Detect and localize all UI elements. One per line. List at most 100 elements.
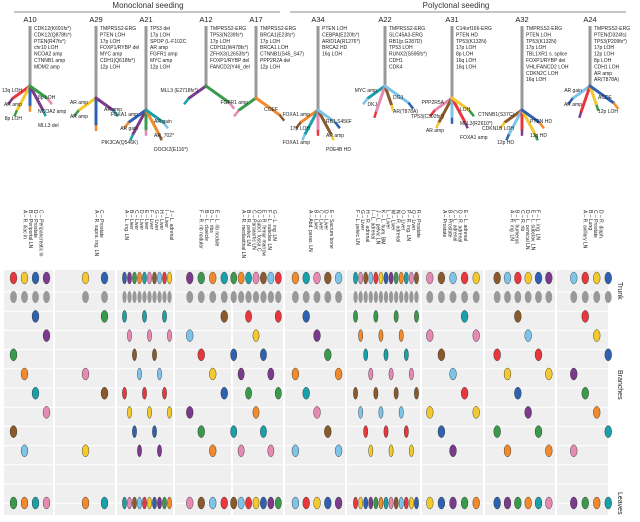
cell-branch [127, 329, 132, 342]
sample-label: F – R. rib nodular [198, 210, 204, 249]
branch-mutation: CDKN1B LOH [482, 126, 514, 132]
trunk-mutation: 17p LOH [594, 45, 614, 51]
cell-trunk [383, 291, 389, 303]
leaf-segment [329, 133, 335, 141]
leaf-segment [505, 133, 511, 141]
cell-leaf [353, 496, 358, 510]
patient-id-a10: A10 [23, 15, 36, 24]
cell-branch [545, 367, 553, 381]
leaf-segment [157, 133, 163, 141]
trunk-mutation: BRCA1 LOH [260, 45, 289, 51]
trunk-mutation: MYC amp [100, 52, 122, 58]
cell-multicolor [291, 271, 300, 285]
cell-branch [461, 387, 469, 400]
sample-label: D – L. ribs [208, 210, 214, 233]
cell-branch [514, 387, 522, 400]
branch-mutation: AR gain [120, 126, 138, 132]
branch-mutation: FGFR1 amp [220, 100, 248, 106]
trunk-mutation: PTEN LOH [322, 26, 347, 32]
cell-leaf [142, 496, 147, 510]
cell-trunk [313, 291, 321, 303]
cell-leaf [31, 496, 40, 510]
cell-multicolor [545, 271, 553, 285]
trunk-mutation: SLC45A3-ERG [389, 32, 423, 38]
cell-multicolor [534, 271, 543, 285]
cell-trunk [230, 291, 237, 303]
cell-leaf [398, 496, 404, 510]
cell-branch [252, 406, 260, 419]
cell-branch [267, 444, 275, 457]
cell-branch [152, 348, 157, 361]
cell-branch [9, 425, 18, 438]
trunk-mutation: 16q LOH [322, 52, 342, 58]
branch-mutation: AR amp [70, 114, 88, 120]
cell-branch [409, 367, 414, 381]
cell-branch [197, 425, 205, 438]
branch-mutation: DKJ [368, 102, 378, 108]
cell-branch [514, 310, 522, 323]
leaf-segment [595, 104, 600, 112]
branch-segment [187, 84, 208, 100]
cell-multicolor [409, 271, 414, 285]
leaf-segment [112, 109, 119, 118]
branch-segment [127, 108, 148, 124]
cell-branch [335, 367, 343, 381]
branch-mutation: CTNNB1(S37C) [478, 112, 514, 118]
sample-label: B – L. clavicle [203, 210, 209, 241]
cell-leaf [302, 496, 310, 510]
cell-multicolor [358, 271, 363, 285]
cell-branch [534, 348, 543, 361]
cell-multicolor [313, 271, 321, 285]
cell-multicolor [220, 271, 228, 285]
cell-branch [157, 367, 162, 381]
cell-branch [472, 329, 480, 342]
branch-segment [366, 84, 387, 100]
cell-branch [42, 406, 51, 419]
cell-multicolor [581, 271, 589, 285]
sample-label: G – Liver [359, 210, 365, 231]
sample-label: C – Peripancreatic ln [37, 210, 43, 257]
cell-leaf [403, 496, 409, 510]
cell-leaf [260, 496, 267, 510]
branch-mutation: PPP2R5A [421, 100, 444, 106]
trunk-mutation: MYC amp [150, 58, 172, 64]
cell-multicolor [252, 271, 260, 285]
cell-multicolor [383, 271, 389, 285]
cell-trunk [514, 291, 522, 303]
sample-label: E – Liver [143, 210, 149, 230]
cell-branch [593, 406, 601, 419]
branch-mutation: MYC amp [355, 88, 377, 94]
trunk-mutation: TMPRSS2-ERG [594, 26, 630, 32]
trunk-mutation: 12p LOH [260, 64, 280, 70]
cell-trunk [21, 291, 28, 303]
leaf-segment [278, 114, 286, 122]
sample-label: A – Abd. paras. LN [307, 210, 313, 252]
branch-segment [28, 84, 49, 100]
cell-leaf [127, 496, 132, 510]
cell-leaf [373, 496, 379, 510]
cell-trunk [275, 291, 282, 303]
branch-mutation: 17p LOH [290, 126, 310, 132]
cell-branch [373, 310, 379, 323]
cell-leaf [291, 496, 300, 510]
branch-mutation: RB1 S456F [326, 119, 352, 125]
branch-segment [383, 84, 394, 107]
cell-multicolor [302, 271, 310, 285]
trunk-mutation: FANCD2(Y46_del [210, 64, 250, 70]
cell-multicolor [245, 271, 252, 285]
cell-leaf [147, 496, 152, 510]
branch-segment [571, 84, 592, 100]
cell-trunk [157, 291, 162, 303]
cell-branch [137, 444, 142, 457]
cell-branch [137, 367, 142, 381]
sample-label: C – R. rib [519, 210, 525, 231]
cell-multicolor [324, 271, 332, 285]
trunk-mutation: AR(T878A) [594, 77, 619, 83]
cell-leaf [437, 496, 446, 510]
sample-label: C – Prostate [592, 210, 598, 238]
patient-id-a34: A34 [311, 15, 324, 24]
sample-label: D – Subcl. fossa C [256, 210, 262, 252]
cell-branch [20, 367, 29, 381]
